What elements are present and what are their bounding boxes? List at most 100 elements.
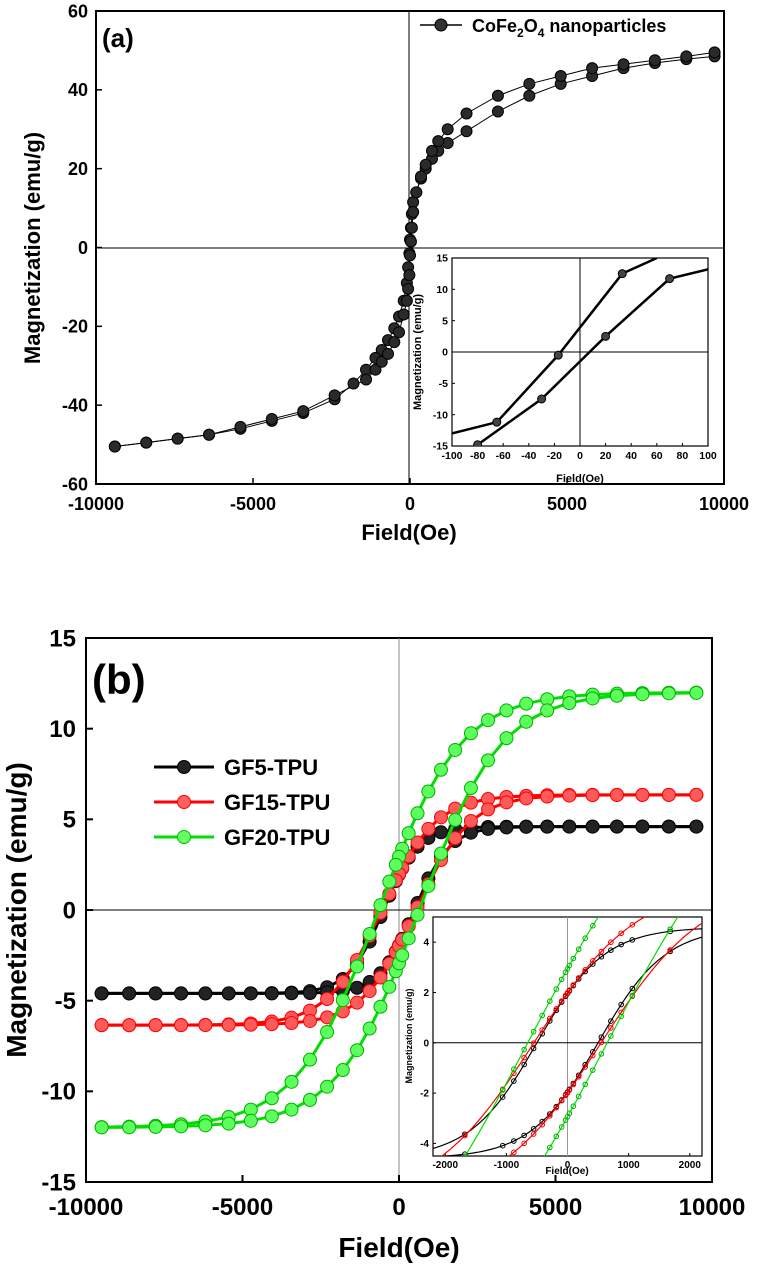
data-point-cofe2o4: [347, 377, 360, 390]
data-point-gf20-tpu: [519, 714, 534, 729]
data-point-cofe2o4: [171, 432, 184, 445]
data-point-cofe2o4: [708, 46, 721, 59]
inset-b-point-gf20-tpu: [589, 1067, 596, 1073]
y-tick-label: -15: [41, 1169, 76, 1196]
inset-b-point-gf20-tpu: [570, 1103, 577, 1110]
inset-b-point-gf5-tpu: [618, 941, 624, 948]
x-tick-label: 10000: [679, 1194, 746, 1221]
inset-b-point-gf20-tpu: [530, 1028, 537, 1035]
data-point-gf15-tpu: [221, 1017, 236, 1032]
y-tick-label: 2: [423, 988, 429, 999]
data-point-gf20-tpu: [373, 999, 388, 1014]
inset-b-point-gf5-tpu: [608, 947, 614, 953]
inset-b-point-gf20-tpu: [570, 955, 577, 962]
inset-b-point-gf5-tpu: [618, 1001, 624, 1008]
inset-b-point-gf15-tpu: [566, 1087, 573, 1093]
data-point-cofe2o4: [523, 89, 536, 102]
data-point-cofe2o4: [419, 158, 432, 171]
inset-b-line-gf20-tpu: [464, 917, 600, 1156]
inset-b-point-gf5-tpu: [629, 937, 636, 943]
inset-b-point-gf20-tpu: [599, 910, 604, 915]
data-point-cofe2o4: [203, 428, 216, 441]
inset-b-point-gf20-tpu: [598, 1051, 605, 1057]
inset-b-point-gf20-tpu: [463, 1256, 468, 1261]
data-point-gf15-tpu: [635, 787, 650, 802]
data-point-gf20-tpu: [382, 979, 397, 994]
x-tick-label: 1000: [618, 1160, 641, 1171]
data-point-gf15-tpu: [421, 821, 436, 836]
x-tick-label: 5000: [529, 1194, 582, 1221]
data-point-gf20-tpu: [350, 959, 365, 974]
panel-a-legend-marker: [434, 18, 448, 32]
inset-b-point-gf15-tpu: [418, 1168, 423, 1173]
panel-a-inset-ticks: -100 -80 -60 -40 -20 0 20 40 60 80 100 -15 -10 -5 0 5 10…: [433, 253, 717, 462]
x-tick-label: 80: [677, 450, 689, 462]
inset-b-line-gf20-tpu: [543, 917, 679, 1156]
data-point-cofe2o4: [297, 405, 310, 418]
inset-b-point-gf20-tpu: [582, 1081, 589, 1088]
panel-a-y-axis-title: Magnetization (emu/g): [20, 132, 45, 364]
data-point-gf20-tpu: [302, 1092, 317, 1107]
data-point-cofe2o4: [404, 249, 416, 262]
inset-b-point-gf15-tpu: [570, 982, 577, 988]
data-point-cofe2o4: [234, 420, 247, 433]
y-tick-label: 10: [436, 284, 448, 296]
y-tick-label: 5: [442, 315, 448, 327]
inset-b-point-gf20-tpu: [618, 1013, 624, 1020]
data-point-gf20-tpu: [401, 826, 416, 841]
panel-b-inset-series: [418, 910, 702, 1261]
inset-b-point-gf5-tpu: [598, 953, 605, 960]
data-point-gf5-tpu: [350, 980, 365, 995]
inset-a-series-line: [472, 268, 708, 446]
data-point-gf20-tpu: [499, 703, 514, 718]
x-tick-label: 40: [625, 450, 637, 462]
data-point-gf20-tpu: [410, 907, 425, 922]
data-point-gf20-tpu: [302, 1052, 317, 1067]
data-point-gf15-tpu: [320, 992, 335, 1007]
inset-b-point-gf5-tpu: [530, 1045, 537, 1052]
panel-b-x-axis-title: Field(Oe): [338, 1232, 459, 1263]
data-point-gf20-tpu: [421, 784, 436, 799]
data-point-gf20-tpu: [519, 696, 534, 711]
y-tick-label: -10: [41, 1079, 76, 1106]
data-point-gf15-tpu: [198, 1018, 213, 1033]
inset-b-point-gf20-tpu: [575, 946, 582, 953]
inset-b-point-gf15-tpu: [521, 1054, 527, 1061]
x-tick-label: -40: [521, 450, 536, 462]
legend-marker-gf15: [177, 795, 191, 809]
data-point-cofe2o4: [405, 221, 418, 234]
data-point-cofe2o4: [393, 326, 406, 339]
inset-b-point-gf15-tpu: [553, 1006, 560, 1012]
data-point-gf5-tpu: [689, 819, 704, 834]
data-point-gf15-tpu: [94, 1018, 109, 1033]
data-point-gf5-tpu: [635, 819, 650, 834]
data-point-gf5-tpu: [540, 819, 555, 834]
inset-b-point-gf20-tpu: [589, 922, 596, 929]
inset-b-point-gf20-tpu: [539, 1012, 546, 1019]
data-point-cofe2o4: [586, 62, 599, 75]
panel-a-inset-series: [452, 258, 708, 446]
data-point-gf20-tpu: [499, 731, 514, 746]
y-tick-label: -60: [62, 474, 88, 494]
data-point-gf5-tpu: [174, 986, 189, 1001]
data-point-gf15-tpu: [362, 984, 377, 999]
data-point-gf5-tpu: [661, 819, 676, 834]
data-point-gf20-tpu: [122, 1120, 137, 1135]
data-point-gf20-tpu: [433, 846, 448, 861]
inset-b-point-gf20-tpu: [575, 1093, 582, 1100]
inset-b-point-gf15-tpu: [558, 998, 565, 1004]
inset-b-point-gf15-tpu: [570, 1081, 577, 1088]
x-tick-label: -1000: [494, 1160, 520, 1171]
inset-b-point-gf20-tpu: [531, 1171, 536, 1176]
x-tick-label: -80: [470, 450, 485, 462]
data-point-gf5-tpu: [284, 986, 299, 1001]
data-point-cofe2o4: [414, 170, 427, 183]
inset-b-point-gf5-tpu: [629, 985, 636, 992]
inset-b-point-gf15-tpu: [618, 930, 624, 937]
inset-b-point-gf15-tpu: [562, 992, 569, 999]
x-tick-label: -10000: [49, 1194, 124, 1221]
data-point-gf15-tpu: [689, 787, 704, 802]
inset-b-point-gf15-tpu: [575, 1073, 582, 1080]
data-point-gf15-tpu: [499, 795, 514, 810]
